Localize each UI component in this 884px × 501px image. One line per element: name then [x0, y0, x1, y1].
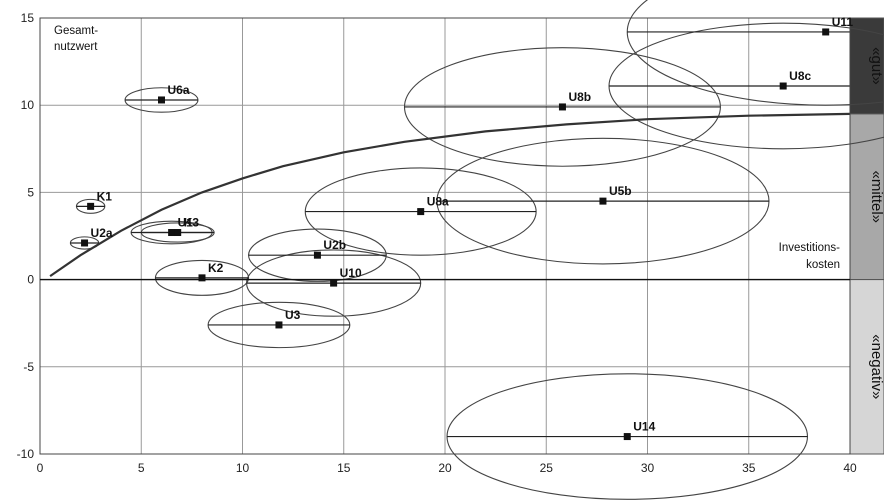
x-tick-label: 10 [236, 461, 250, 475]
point-label-u2b: U2b [323, 238, 346, 252]
point-label-u14: U14 [633, 420, 655, 434]
point-u10 [330, 279, 338, 287]
band-label: «mittel» [868, 170, 884, 223]
y-tick-label: 10 [21, 98, 35, 112]
x-axis-label-line-1: Investitions- [779, 242, 841, 254]
x-tick-label: 30 [641, 461, 655, 475]
point-u8c [779, 82, 787, 90]
point-label-k3: K3 [184, 216, 200, 230]
point-u5b [599, 197, 607, 205]
point-k2 [198, 274, 206, 282]
point-u2b [313, 251, 321, 259]
uncertainty-ellipses [69, 0, 884, 500]
point-u6a [158, 96, 165, 104]
x-tick-label: 20 [438, 461, 452, 475]
point-u1 [168, 229, 176, 237]
x-tick-label: 15 [337, 461, 351, 475]
x-tick-label: 35 [742, 461, 756, 475]
point-u11 [822, 28, 830, 36]
grid [39, 17, 851, 455]
point-label-u6a: U6a [168, 83, 190, 97]
point-label-k2: K2 [208, 261, 224, 275]
y-tick-label: 5 [27, 185, 34, 199]
point-label-u3: U3 [285, 308, 301, 322]
point-label-u5b: U5b [609, 184, 632, 198]
point-k3 [174, 229, 182, 237]
x-tick-label: 25 [540, 461, 554, 475]
rating-bands: «gut» «mittel» «negativ» [849, 17, 884, 455]
point-u14 [623, 433, 631, 441]
y-axis-label-line-2: nutzwert [54, 41, 98, 53]
point-label-u2a: U2a [91, 226, 113, 240]
point-label-u8c: U8c [789, 69, 811, 83]
plot-frame [39, 17, 851, 455]
point-u8a [417, 208, 425, 216]
point-label-k1: K1 [97, 189, 113, 203]
point-label-u8b: U8b [568, 90, 591, 104]
y-tick-label: -5 [23, 360, 34, 374]
x-tick-label: 40 [843, 461, 857, 475]
point-u2a [81, 239, 89, 247]
y-tick-label: 15 [21, 11, 35, 25]
point-label-u10: U10 [340, 266, 362, 280]
axes [39, 17, 851, 455]
y-tick-label: 0 [27, 273, 34, 287]
y-tick-label: -10 [17, 447, 35, 461]
x-tick-label: 0 [37, 461, 44, 475]
point-label-u11: U11 [832, 15, 854, 29]
point-u8b [558, 103, 566, 111]
band-label: «gut» [868, 47, 884, 85]
x-tick-label: 5 [138, 461, 145, 475]
point-u3 [275, 321, 283, 329]
point-label-u8a: U8a [427, 195, 449, 209]
point-label-u1: U1 [178, 216, 194, 230]
tick-labels: 0 5 10 15 20 25 30 35 40 15 10 5 0 -5 -10 [17, 11, 857, 475]
y-axis-label-line-1: Gesamt- [54, 25, 98, 37]
point-k1 [87, 202, 95, 210]
boundary-curve [49, 112, 851, 278]
band-label: «negativ» [868, 334, 884, 399]
x-axis-label-line-2: kosten [806, 259, 840, 271]
